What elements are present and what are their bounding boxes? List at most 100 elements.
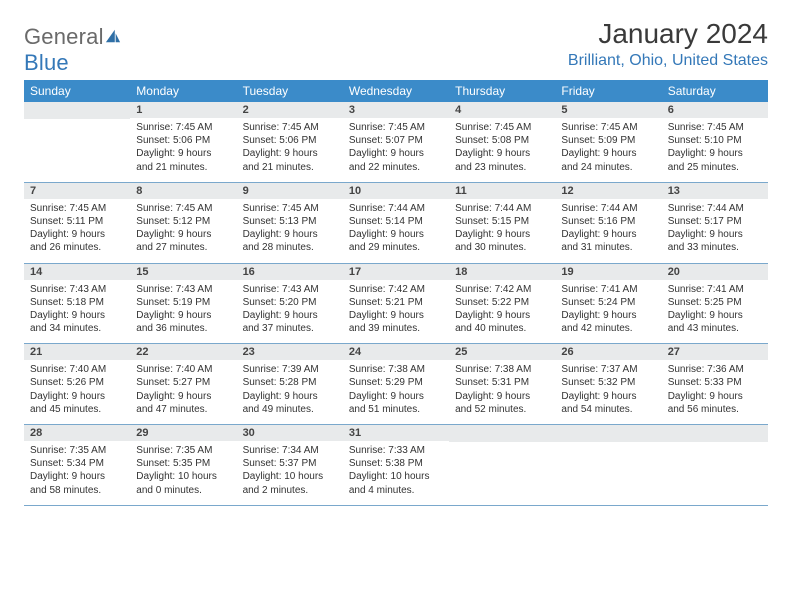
calendar-cell: 29Sunrise: 7:35 AMSunset: 5:35 PMDayligh… (130, 425, 236, 506)
day-number: 31 (343, 425, 449, 441)
day-line: Daylight: 10 hours (349, 470, 443, 483)
day-line: and 49 minutes. (243, 403, 337, 416)
sail-icon (104, 28, 122, 44)
month-title: January 2024 (568, 18, 768, 50)
day-content: Sunrise: 7:33 AMSunset: 5:38 PMDaylight:… (343, 441, 449, 505)
day-line: and 24 minutes. (561, 161, 655, 174)
calendar-cell: 31Sunrise: 7:33 AMSunset: 5:38 PMDayligh… (343, 425, 449, 506)
day-line: and 21 minutes. (243, 161, 337, 174)
day-number: 19 (555, 264, 661, 280)
calendar-cell: 21Sunrise: 7:40 AMSunset: 5:26 PMDayligh… (24, 344, 130, 425)
calendar-cell (24, 102, 130, 182)
day-line: Sunset: 5:17 PM (668, 215, 762, 228)
day-line: and 43 minutes. (668, 322, 762, 335)
day-line: and 27 minutes. (136, 241, 230, 254)
day-number: 20 (662, 264, 768, 280)
day-line: Sunset: 5:38 PM (349, 457, 443, 470)
day-content: Sunrise: 7:45 AMSunset: 5:09 PMDaylight:… (555, 118, 661, 182)
day-line: Sunset: 5:35 PM (136, 457, 230, 470)
day-content: Sunrise: 7:45 AMSunset: 5:07 PMDaylight:… (343, 118, 449, 182)
day-line: Daylight: 9 hours (136, 390, 230, 403)
day-line: Sunrise: 7:38 AM (349, 363, 443, 376)
day-line: Daylight: 9 hours (455, 390, 549, 403)
day-line: and 34 minutes. (30, 322, 124, 335)
calendar-header: SundayMondayTuesdayWednesdayThursdayFrid… (24, 80, 768, 102)
day-line: Daylight: 9 hours (243, 147, 337, 160)
day-number: 7 (24, 183, 130, 199)
day-line: Daylight: 9 hours (668, 390, 762, 403)
day-line: Daylight: 9 hours (561, 147, 655, 160)
day-line: Daylight: 9 hours (136, 228, 230, 241)
location-text: Brilliant, Ohio, United States (568, 52, 768, 70)
day-line: Daylight: 9 hours (668, 147, 762, 160)
day-content: Sunrise: 7:39 AMSunset: 5:28 PMDaylight:… (237, 360, 343, 424)
day-number: 6 (662, 102, 768, 118)
day-content: Sunrise: 7:45 AMSunset: 5:11 PMDaylight:… (24, 199, 130, 263)
day-line: Sunset: 5:29 PM (349, 376, 443, 389)
day-line: Sunrise: 7:37 AM (561, 363, 655, 376)
day-number: 5 (555, 102, 661, 118)
day-line: Sunrise: 7:44 AM (455, 202, 549, 215)
day-line: Sunset: 5:21 PM (349, 296, 443, 309)
day-line: Sunrise: 7:42 AM (349, 283, 443, 296)
day-line: and 31 minutes. (561, 241, 655, 254)
day-line: Daylight: 10 hours (243, 470, 337, 483)
calendar-week: 1Sunrise: 7:45 AMSunset: 5:06 PMDaylight… (24, 102, 768, 182)
day-line: Sunrise: 7:44 AM (349, 202, 443, 215)
day-content: Sunrise: 7:34 AMSunset: 5:37 PMDaylight:… (237, 441, 343, 505)
calendar-cell: 22Sunrise: 7:40 AMSunset: 5:27 PMDayligh… (130, 344, 236, 425)
day-line: and 4 minutes. (349, 484, 443, 497)
calendar-cell: 1Sunrise: 7:45 AMSunset: 5:06 PMDaylight… (130, 102, 236, 182)
calendar-page: GeneralBlue January 2024 Brilliant, Ohio… (0, 0, 792, 516)
calendar-week: 7Sunrise: 7:45 AMSunset: 5:11 PMDaylight… (24, 182, 768, 263)
day-line: Sunset: 5:07 PM (349, 134, 443, 147)
calendar-cell (555, 425, 661, 506)
day-line: Sunset: 5:37 PM (243, 457, 337, 470)
day-line: and 58 minutes. (30, 484, 124, 497)
day-line: Sunset: 5:31 PM (455, 376, 549, 389)
calendar-table: SundayMondayTuesdayWednesdayThursdayFrid… (24, 80, 768, 506)
day-number: 1 (130, 102, 236, 118)
day-line: Sunrise: 7:45 AM (349, 121, 443, 134)
day-line: and 36 minutes. (136, 322, 230, 335)
calendar-body: 1Sunrise: 7:45 AMSunset: 5:06 PMDaylight… (24, 102, 768, 505)
day-line: Sunset: 5:26 PM (30, 376, 124, 389)
day-line: Daylight: 9 hours (243, 228, 337, 241)
day-header: Thursday (449, 80, 555, 102)
day-line: Daylight: 9 hours (668, 228, 762, 241)
day-number: 15 (130, 264, 236, 280)
day-content: Sunrise: 7:44 AMSunset: 5:16 PMDaylight:… (555, 199, 661, 263)
day-header: Saturday (662, 80, 768, 102)
day-line: Sunrise: 7:45 AM (30, 202, 124, 215)
day-line: Daylight: 9 hours (561, 390, 655, 403)
day-line: Sunrise: 7:36 AM (668, 363, 762, 376)
calendar-cell: 30Sunrise: 7:34 AMSunset: 5:37 PMDayligh… (237, 425, 343, 506)
day-line: and 33 minutes. (668, 241, 762, 254)
day-line: Daylight: 9 hours (455, 228, 549, 241)
day-line: and 26 minutes. (30, 241, 124, 254)
day-line: and 47 minutes. (136, 403, 230, 416)
day-line: Sunset: 5:10 PM (668, 134, 762, 147)
day-number: 8 (130, 183, 236, 199)
day-number: 10 (343, 183, 449, 199)
day-line: Daylight: 9 hours (455, 309, 549, 322)
day-content: Sunrise: 7:45 AMSunset: 5:13 PMDaylight:… (237, 199, 343, 263)
day-line: and 52 minutes. (455, 403, 549, 416)
day-line: Daylight: 9 hours (30, 470, 124, 483)
day-content: Sunrise: 7:44 AMSunset: 5:15 PMDaylight:… (449, 199, 555, 263)
day-line: Sunset: 5:25 PM (668, 296, 762, 309)
day-number: 14 (24, 264, 130, 280)
calendar-week: 21Sunrise: 7:40 AMSunset: 5:26 PMDayligh… (24, 344, 768, 425)
day-line: Sunrise: 7:35 AM (30, 444, 124, 457)
day-number: 28 (24, 425, 130, 441)
day-line: Daylight: 9 hours (349, 228, 443, 241)
day-line: Sunrise: 7:39 AM (243, 363, 337, 376)
day-line: and 51 minutes. (349, 403, 443, 416)
calendar-cell: 10Sunrise: 7:44 AMSunset: 5:14 PMDayligh… (343, 182, 449, 263)
day-line: and 30 minutes. (455, 241, 549, 254)
day-line: Sunrise: 7:41 AM (561, 283, 655, 296)
calendar-cell: 3Sunrise: 7:45 AMSunset: 5:07 PMDaylight… (343, 102, 449, 182)
day-content: Sunrise: 7:43 AMSunset: 5:19 PMDaylight:… (130, 280, 236, 344)
day-line: Sunrise: 7:40 AM (30, 363, 124, 376)
title-block: January 2024 Brilliant, Ohio, United Sta… (568, 18, 768, 76)
